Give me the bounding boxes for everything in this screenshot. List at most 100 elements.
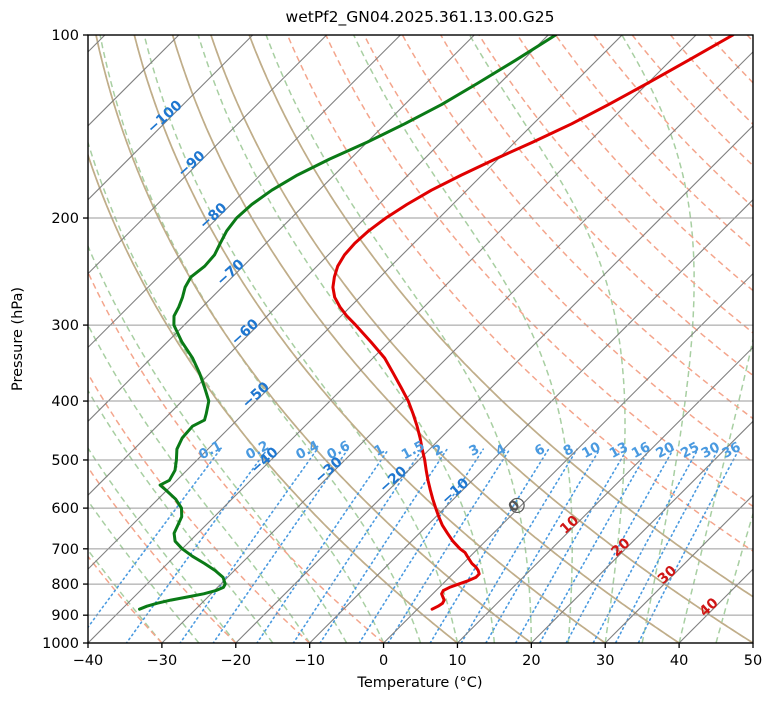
mixing-ratio-line — [429, 448, 550, 643]
dewpoint-profile-line — [138, 35, 558, 611]
plot-border — [87, 34, 754, 644]
dry-adiabat-line — [478, 35, 753, 334]
isotherm-line — [88, 35, 254, 201]
mixing-ratio-label: 13 — [607, 439, 631, 462]
moist-adiabat-line — [88, 389, 274, 643]
dry-adiabat-line — [286, 35, 753, 553]
isotherm-group — [88, 35, 753, 643]
isotherm-line — [457, 346, 753, 643]
mixing-ratio-line — [460, 448, 578, 643]
y-axis-title: Pressure (hPa) — [10, 287, 26, 391]
y-axis-tick-label: 200 — [51, 211, 79, 227]
moist-adiabat-line — [468, 35, 626, 643]
x-axis-tick-group: −40 −30 −20 −10 0 10 20 30 40 50 — [73, 643, 762, 669]
mixing-ratio-line — [565, 448, 675, 643]
dry-adiabat-line — [88, 466, 237, 643]
isotherm-line — [161, 51, 753, 643]
moist-adiabat-line — [88, 244, 348, 643]
dry-adiabat-line-heavy — [95, 35, 532, 643]
dry-adiabat-line — [516, 35, 753, 292]
mixing-ratio-line — [319, 448, 448, 643]
sounding-curve-group — [138, 35, 735, 611]
isotherm-line — [383, 272, 753, 643]
x-axis-tick-label: 50 — [744, 653, 762, 669]
mixing-ratio-label: 25 — [678, 439, 702, 462]
dry-adiabat-line-heavy — [88, 152, 458, 643]
y-axis-tick-label: 500 — [51, 453, 79, 469]
x-axis-tick-label: −30 — [147, 653, 178, 669]
mixing-ratio-line — [538, 448, 650, 643]
x-axis-tick-label: 20 — [522, 653, 540, 669]
dry-adiabat-line-heavy — [210, 35, 753, 643]
y-axis-tick-label: 600 — [51, 501, 79, 517]
isotherm-line — [88, 35, 623, 570]
mixing-ratio-label: 20 — [653, 439, 677, 462]
isobar-gridline-group — [88, 35, 753, 643]
mixing-ratio-line — [256, 448, 390, 643]
moist-adiabat-line — [88, 140, 385, 643]
mixing-ratio-line — [592, 448, 699, 643]
mixing-ratio-line — [358, 448, 485, 643]
x-axis-tick-label: 40 — [670, 653, 688, 669]
y-axis-tick-label: 800 — [51, 577, 79, 593]
isotherm-line — [88, 35, 475, 423]
isotherm-line — [235, 125, 753, 643]
x-axis-title: Temperature (°C) — [356, 675, 482, 691]
x-axis-tick-label: 30 — [596, 653, 614, 669]
moist-adiabat-line — [197, 35, 496, 643]
moist-adiabat-line — [621, 35, 695, 643]
mixing-ratio-line — [292, 448, 424, 643]
isotherm-line — [604, 494, 753, 643]
mixing-ratio-line — [212, 448, 349, 643]
isotherm-line — [88, 35, 401, 349]
x-axis-tick-label: −40 — [73, 653, 104, 669]
y-axis-tick-label: 300 — [51, 318, 79, 334]
mixing-ratio-group — [88, 448, 740, 643]
mixing-ratio-line — [614, 448, 720, 643]
isotherm-line — [88, 35, 549, 496]
temperature-profile-line — [331, 35, 735, 611]
isotherm-line — [88, 35, 327, 275]
moist-adiabat-group — [88, 35, 753, 643]
x-axis-tick-label: −20 — [220, 653, 251, 669]
y-axis-tick-label: 100 — [51, 28, 79, 44]
mixing-ratio-line — [179, 448, 319, 643]
y-axis-tick-group: 100 200 300 400 500 600 700 800 900 1000 — [42, 28, 88, 652]
mixing-ratio-label: 36 — [719, 439, 743, 462]
isotherm-line — [530, 420, 753, 643]
y-axis-tick-label: 900 — [51, 608, 79, 624]
y-axis-tick-label: 700 — [51, 542, 79, 558]
isotherm-line — [309, 198, 753, 643]
moist-adiabat-line — [88, 446, 237, 643]
y-axis-tick-label: 1000 — [42, 636, 79, 652]
mixing-ratio-label: 10 — [579, 439, 603, 462]
dry-adiabat-line-heavy — [248, 35, 753, 598]
zero-isotherm-marker — [509, 497, 525, 514]
x-axis-tick-label: −10 — [294, 653, 325, 669]
y-axis-tick-label: 400 — [51, 394, 79, 410]
mixing-ratio-line — [484, 448, 601, 643]
dry-adiabat-line — [325, 35, 753, 508]
mixing-ratio-label: 16 — [629, 439, 653, 462]
x-axis-tick-label: 10 — [448, 653, 466, 669]
moist-adiabat-line — [265, 35, 533, 643]
dry-adiabat-line — [554, 35, 753, 250]
dry-adiabat-line — [88, 555, 163, 643]
mixing-ratio-label: 30 — [699, 439, 723, 462]
dry-adiabat-line-heavy — [171, 35, 680, 643]
moist-adiabat-line — [143, 35, 459, 643]
page-title: wetPf2_GN04.2025.361.13.00.G25 — [286, 8, 555, 27]
moist-adiabat-line — [678, 336, 753, 643]
moist-adiabat-line — [352, 35, 573, 643]
moist-adiabat-line — [99, 35, 422, 643]
dry-adiabat-line — [88, 372, 311, 643]
moist-adiabat-line — [88, 323, 311, 643]
mixing-ratio-line — [514, 448, 628, 643]
mixing-ratio-line — [125, 448, 269, 643]
x-axis-tick-label: 0 — [379, 653, 388, 669]
isotherm-line — [88, 35, 697, 643]
dry-adiabat-line — [88, 270, 385, 643]
